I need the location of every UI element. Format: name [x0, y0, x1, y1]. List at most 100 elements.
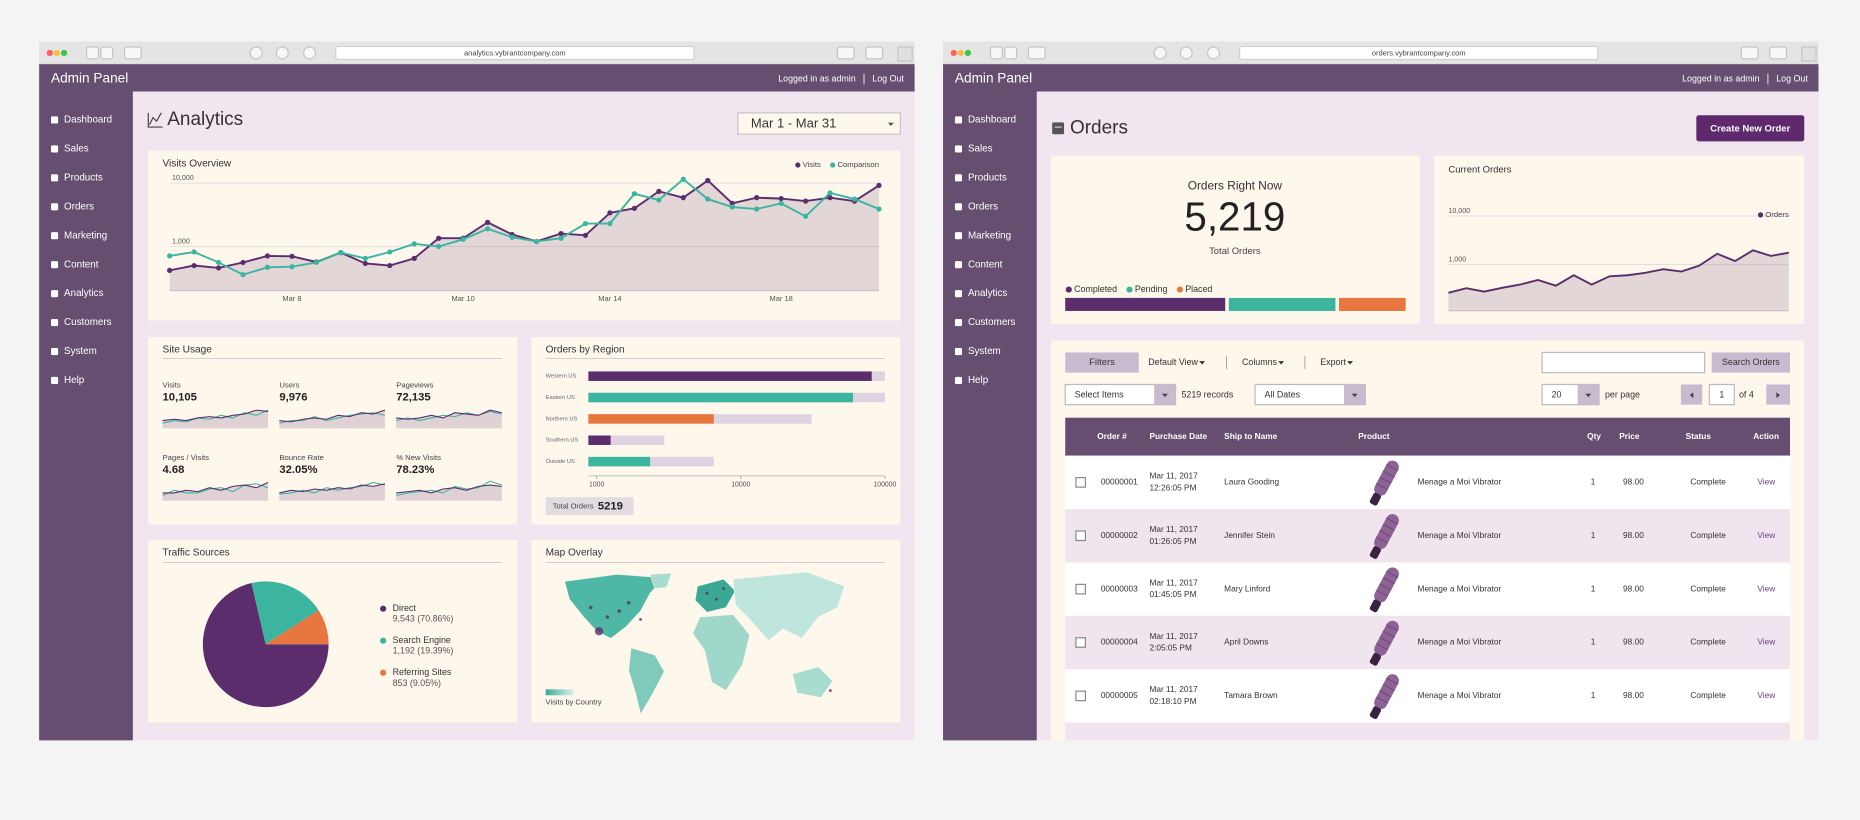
- nav-item[interactable]: Marketing: [64, 230, 107, 241]
- table-cell: Tamara Brown: [1224, 690, 1278, 700]
- table-cell[interactable]: View: [1757, 477, 1776, 487]
- window-button[interactable]: [60, 49, 68, 57]
- window-button[interactable]: [957, 49, 964, 57]
- extension-button[interactable]: [1179, 46, 1193, 60]
- toolbar-menu[interactable]: Columns: [1242, 357, 1278, 367]
- nav-icon: [954, 145, 963, 153]
- nav-item[interactable]: Marketing: [968, 230, 1011, 241]
- nav-item[interactable]: Analytics: [968, 288, 1007, 299]
- row-checkbox[interactable]: [1075, 583, 1086, 595]
- extension-button[interactable]: [275, 46, 289, 60]
- date-range[interactable]: Mar 1 - Mar 31: [751, 116, 836, 131]
- toolbar-menu[interactable]: Default View: [1148, 357, 1198, 367]
- nav-item[interactable]: Help: [64, 375, 85, 386]
- window-button[interactable]: [53, 49, 61, 57]
- nav-item[interactable]: Dashboard: [64, 115, 112, 126]
- sidebar-toggle[interactable]: [123, 46, 142, 60]
- sidebar-toggle[interactable]: [1027, 46, 1046, 60]
- status-bar-segment: [1339, 297, 1406, 311]
- table-cell[interactable]: View: [1757, 583, 1776, 593]
- table-cell[interactable]: View: [1757, 637, 1776, 647]
- nav-icon: [954, 376, 963, 385]
- nav-item[interactable]: Content: [64, 259, 99, 270]
- window-button[interactable]: [964, 49, 972, 57]
- nav-item[interactable]: Help: [968, 375, 989, 386]
- logout-link[interactable]: Log Out: [1776, 73, 1808, 83]
- page-size-value[interactable]: 20: [1552, 390, 1562, 400]
- extension-button[interactable]: [303, 46, 317, 60]
- table-cell[interactable]: View: [1757, 690, 1776, 700]
- logout-link[interactable]: Log Out: [872, 73, 904, 83]
- nav-button[interactable]: [1004, 46, 1018, 60]
- page-number[interactable]: 1: [1719, 390, 1724, 400]
- share-button[interactable]: [836, 46, 855, 60]
- date-filter-value[interactable]: All Dates: [1265, 390, 1301, 400]
- bulk-select-value[interactable]: Select Items: [1075, 390, 1124, 400]
- row-checkbox[interactable]: [1075, 690, 1086, 702]
- extension-button[interactable]: [249, 46, 263, 60]
- table-cell: 98.00: [1623, 637, 1644, 647]
- nav-item[interactable]: Customers: [64, 317, 112, 328]
- series-line: [1448, 249, 1789, 294]
- nav-icon: [51, 290, 59, 298]
- new-tab-button[interactable]: [897, 46, 913, 62]
- nav-button[interactable]: [86, 46, 100, 60]
- create-order-label[interactable]: Create New Order: [1710, 123, 1790, 134]
- share-button[interactable]: [1769, 46, 1788, 60]
- row-checkbox[interactable]: [1075, 637, 1086, 648]
- metric-label: Pageviews: [396, 381, 433, 390]
- window-button[interactable]: [46, 49, 53, 57]
- page-input[interactable]: [1708, 383, 1735, 406]
- map-marker: [828, 689, 832, 692]
- sparkline: [162, 481, 269, 494]
- date-range-picker[interactable]: [737, 112, 901, 135]
- window-button[interactable]: [950, 49, 957, 57]
- search-button[interactable]: [1711, 352, 1791, 373]
- legend-label: Search Engine: [393, 635, 451, 645]
- nav-item[interactable]: Analytics: [64, 288, 103, 299]
- filters-button[interactable]: [1065, 352, 1139, 373]
- url[interactable]: orders.vybrantcompany.com: [1372, 48, 1466, 57]
- extension-button[interactable]: [1206, 46, 1221, 60]
- nav-button[interactable]: [100, 46, 114, 60]
- data-point: [215, 259, 222, 266]
- row-checkbox[interactable]: [1075, 530, 1086, 542]
- url[interactable]: analytics.vybrantcompany.com: [464, 48, 566, 57]
- nav-item[interactable]: System: [968, 346, 1001, 357]
- map-marker: [626, 600, 631, 605]
- search-input[interactable]: [1541, 351, 1706, 374]
- nav-item[interactable]: Products: [64, 172, 103, 183]
- nav-item[interactable]: Orders: [64, 201, 94, 212]
- nav-item[interactable]: Products: [968, 172, 1007, 183]
- filters-label[interactable]: Filters: [1089, 357, 1115, 368]
- nav-item[interactable]: Sales: [64, 144, 89, 155]
- create-order-button[interactable]: [1696, 115, 1805, 142]
- table-cell: 12:26:05 PM: [1149, 482, 1196, 492]
- toolbar-menu[interactable]: Export: [1320, 357, 1346, 367]
- nav-item[interactable]: Sales: [968, 144, 993, 155]
- share-button[interactable]: [865, 46, 884, 60]
- new-tab-button[interactable]: [1801, 46, 1817, 62]
- row-checkbox[interactable]: [1075, 477, 1086, 488]
- nav-button[interactable]: [989, 46, 1003, 60]
- address-bar[interactable]: [335, 45, 695, 61]
- nav-item[interactable]: Customers: [968, 317, 1016, 328]
- table-cell[interactable]: View: [1757, 530, 1776, 540]
- nav-item[interactable]: Dashboard: [968, 115, 1016, 126]
- nav-item[interactable]: System: [64, 346, 97, 357]
- card-title: Traffic Sources: [163, 548, 230, 559]
- product-handle: [1369, 599, 1382, 613]
- page-title: Orders: [1070, 117, 1128, 138]
- share-button[interactable]: [1740, 46, 1759, 60]
- nav-item[interactable]: Orders: [968, 201, 998, 212]
- search-label[interactable]: Search Orders: [1722, 357, 1780, 367]
- product-ridge: [1382, 684, 1395, 691]
- legend-value: 853 (9.05%): [393, 678, 441, 688]
- product-ridge: [1382, 577, 1395, 585]
- column-header: Status: [1686, 431, 1712, 441]
- extension-button[interactable]: [1153, 46, 1167, 60]
- product-ridge: [1376, 483, 1389, 491]
- nav-item[interactable]: Content: [968, 259, 1003, 270]
- address-bar[interactable]: [1239, 45, 1599, 61]
- data-point: [680, 195, 686, 201]
